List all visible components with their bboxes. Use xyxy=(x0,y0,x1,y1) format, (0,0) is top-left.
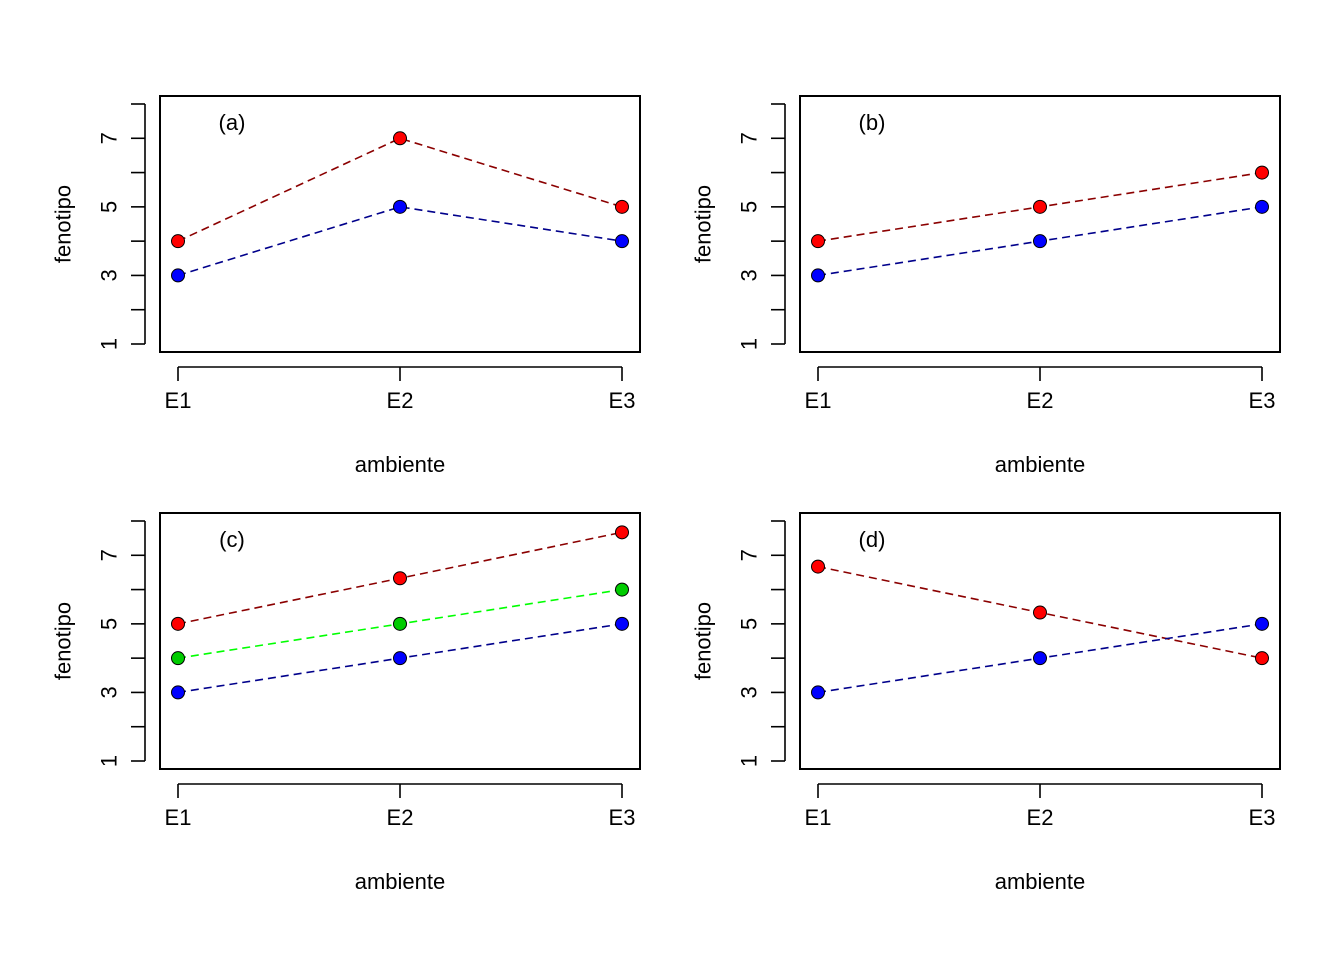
x-tick-label: E3 xyxy=(1249,805,1276,830)
data-point xyxy=(393,571,407,586)
plot-frame xyxy=(799,95,1281,353)
x-tick-label: E3 xyxy=(609,388,636,413)
data-point xyxy=(1033,199,1047,214)
data-point xyxy=(615,525,629,540)
chart-panel-2: 1 3 5 7 E1 E2 E3 ambiente fenotipo (b) xyxy=(691,95,1281,477)
data-point xyxy=(615,616,629,631)
data-point xyxy=(811,685,825,700)
y-axis-title: fenotipo xyxy=(691,602,716,680)
series-line xyxy=(177,137,623,242)
data-point xyxy=(1255,616,1269,631)
y-tick-label: 3 xyxy=(737,686,762,698)
y-tick-label: 5 xyxy=(737,618,762,630)
chart-panel-1: 1 3 5 7 E1 E2 E3 ambiente fenotipo (a) xyxy=(51,95,641,477)
y-tick-label: 5 xyxy=(97,618,122,630)
x-axis-title: ambiente xyxy=(995,869,1086,894)
x-axis-title: ambiente xyxy=(995,452,1086,477)
y-tick-label: 1 xyxy=(97,338,122,350)
data-point xyxy=(393,131,407,146)
data-point xyxy=(811,268,825,283)
data-point xyxy=(615,234,629,249)
y-tick-label: 7 xyxy=(737,132,762,144)
data-point xyxy=(171,651,185,666)
x-tick-label: E3 xyxy=(1249,388,1276,413)
data-point xyxy=(615,582,629,597)
chart-panel-3: 1 3 5 7 E1 E2 E3 ambiente fenotipo (c) xyxy=(51,512,641,894)
data-point xyxy=(1255,199,1269,214)
series-line xyxy=(177,206,623,277)
panel-label: (c) xyxy=(219,527,245,552)
x-tick-label: E3 xyxy=(609,805,636,830)
data-point xyxy=(171,685,185,700)
x-tick-label: E1 xyxy=(805,805,832,830)
panel-label: (a) xyxy=(219,110,246,135)
y-tick-label: 3 xyxy=(97,686,122,698)
plot-frame xyxy=(159,512,641,770)
y-tick-label: 7 xyxy=(97,132,122,144)
data-point xyxy=(811,559,825,574)
chart-panel-4: 1 3 5 7 E1 E2 E3 ambiente fenotipo (d) xyxy=(691,512,1281,894)
x-tick-label: E2 xyxy=(1027,388,1054,413)
y-tick-label: 3 xyxy=(97,269,122,281)
y-tick-label: 3 xyxy=(737,269,762,281)
plot-frame xyxy=(159,95,641,353)
x-tick-label: E1 xyxy=(165,805,192,830)
y-tick-label: 1 xyxy=(97,755,122,767)
y-tick-label: 1 xyxy=(737,755,762,767)
plot-frame xyxy=(799,512,1281,770)
x-tick-label: E1 xyxy=(805,388,832,413)
x-axis-title: ambiente xyxy=(355,869,446,894)
y-tick-label: 5 xyxy=(737,201,762,213)
y-tick-label: 7 xyxy=(737,549,762,561)
data-point xyxy=(171,616,185,631)
data-point xyxy=(393,199,407,214)
x-tick-label: E2 xyxy=(1027,805,1054,830)
data-point xyxy=(811,234,825,249)
x-tick-label: E2 xyxy=(387,388,414,413)
data-point xyxy=(393,616,407,631)
y-axis-title: fenotipo xyxy=(51,185,76,263)
data-point xyxy=(1255,651,1269,666)
x-tick-label: E2 xyxy=(387,805,414,830)
y-axis-title: fenotipo xyxy=(691,185,716,263)
x-axis-title: ambiente xyxy=(355,452,446,477)
data-point xyxy=(171,234,185,249)
y-tick-label: 5 xyxy=(97,201,122,213)
y-tick-label: 1 xyxy=(737,338,762,350)
data-point xyxy=(1033,605,1047,620)
y-tick-label: 7 xyxy=(97,549,122,561)
panel-label: (b) xyxy=(859,110,886,135)
data-point xyxy=(1033,234,1047,249)
panel-label: (d) xyxy=(859,527,886,552)
y-axis-title: fenotipo xyxy=(51,602,76,680)
data-point xyxy=(615,199,629,214)
data-point xyxy=(1255,165,1269,180)
x-tick-label: E1 xyxy=(165,388,192,413)
data-point xyxy=(171,268,185,283)
data-point xyxy=(1033,651,1047,666)
data-point xyxy=(393,651,407,666)
